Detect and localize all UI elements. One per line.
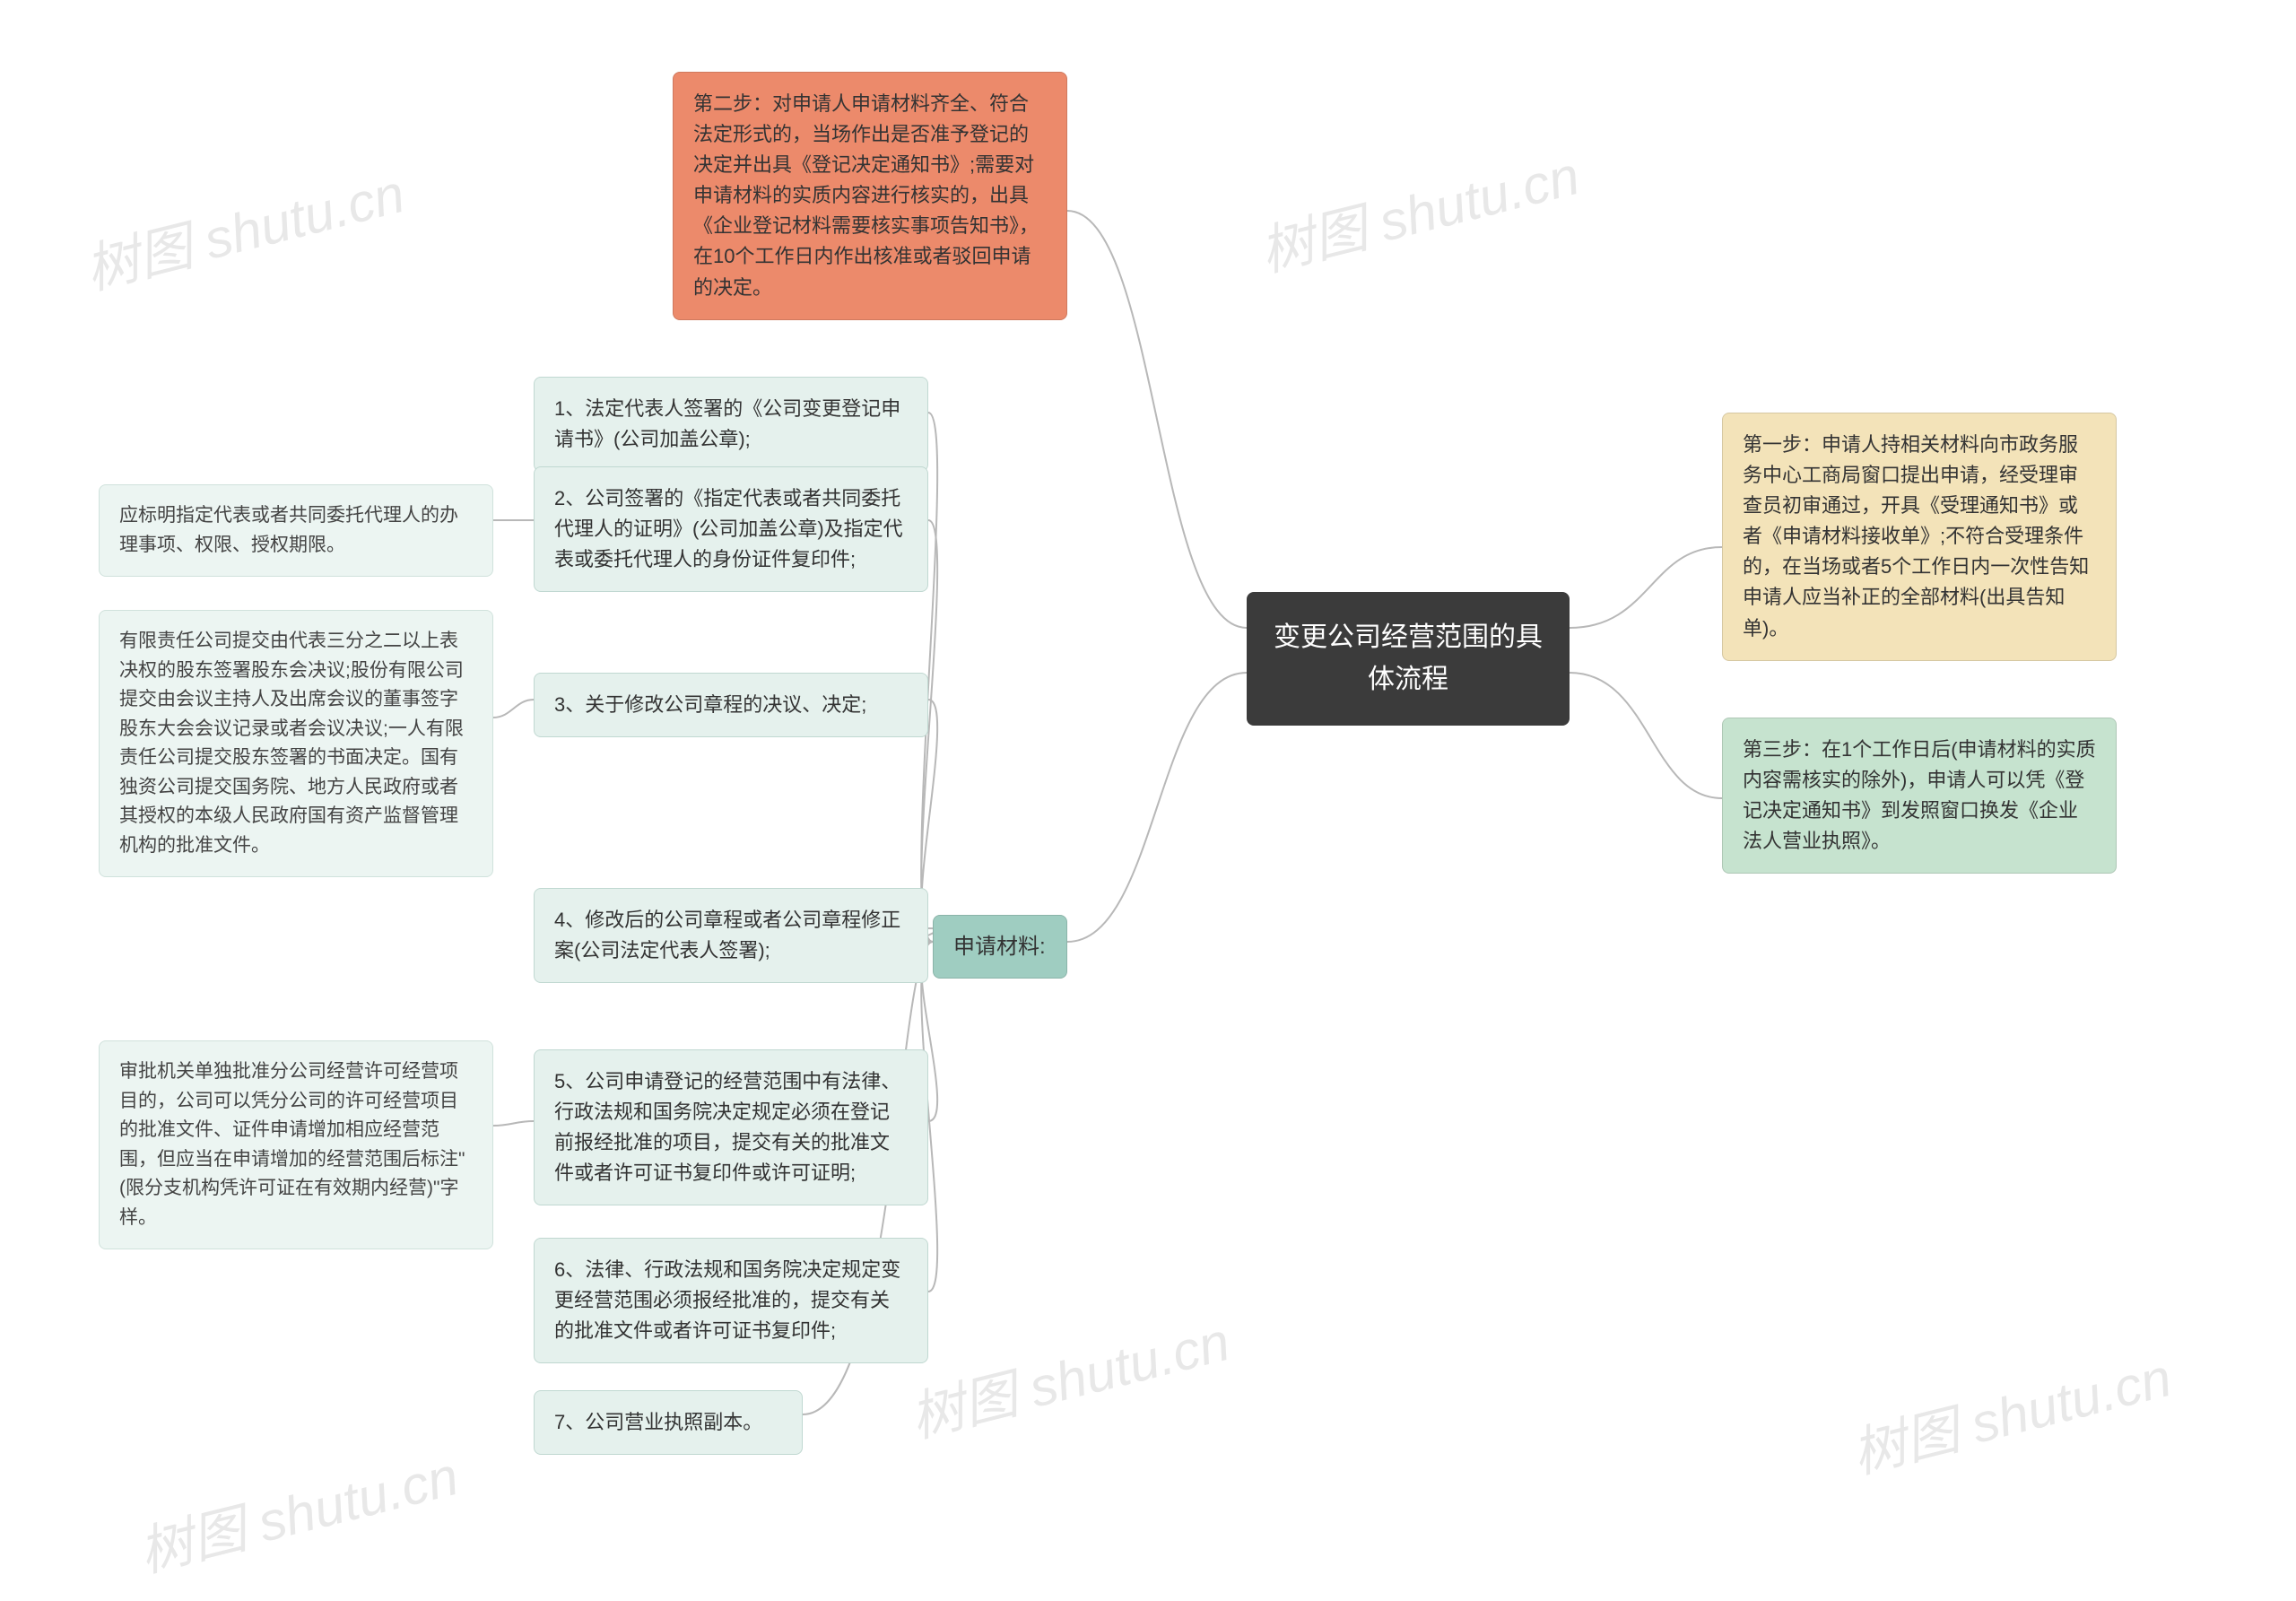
material-label: 6、法律、行政法规和国务院决定规定变更经营范围必须报经批准的，提交有关的批准文件… xyxy=(554,1258,900,1342)
root-node: 变更公司经营范围的具体流程 xyxy=(1247,592,1570,726)
material-label: 2、公司签署的《指定代表或者共同委托代理人的证明》(公司加盖公章)及指定代表或委… xyxy=(554,487,903,570)
material-item-1: 1、法定代表人签署的《公司变更登记申请书》(公司加盖公章); xyxy=(534,377,928,472)
step3-label: 第三步：在1个工作日后(申请材料的实质内容需核实的除外)，申请人可以凭《登记决定… xyxy=(1743,738,2096,852)
detail-node-3: 审批机关单独批准分公司经营许可经营项目的，公司可以凭分公司的许可经营项目的批准文… xyxy=(99,1040,493,1249)
material-item-5: 5、公司申请登记的经营范围中有法律、行政法规和国务院决定规定必须在登记前报经批准… xyxy=(534,1049,928,1205)
detail-label: 有限责任公司提交由代表三分之二以上表决权的股东签署股东会决议;股份有限公司提交由… xyxy=(119,631,464,856)
detail-node-2: 有限责任公司提交由代表三分之二以上表决权的股东签署股东会决议;股份有限公司提交由… xyxy=(99,610,493,877)
watermark: 树图 shutu.cn xyxy=(1843,1334,2179,1488)
watermark: 树图 shutu.cn xyxy=(130,1432,465,1587)
material-item-4: 4、修改后的公司章程或者公司章程修正案(公司法定代表人签署); xyxy=(534,888,928,983)
materials-hub-label: 申请材料: xyxy=(953,935,1046,959)
material-item-3: 3、关于修改公司章程的决议、决定; xyxy=(534,673,928,737)
material-label: 5、公司申请登记的经营范围中有法律、行政法规和国务院决定规定必须在登记前报经批准… xyxy=(554,1070,900,1184)
step1-label: 第一步：申请人持相关材料向市政务服务中心工商局窗口提出申请，经受理审查员初审通过… xyxy=(1743,433,2089,640)
watermark: 树图 shutu.cn xyxy=(1251,132,1587,286)
step2-node: 第二步：对申请人申请材料齐全、符合法定形式的，当场作出是否准予登记的决定并出具《… xyxy=(673,72,1067,320)
material-item-2: 2、公司签署的《指定代表或者共同委托代理人的证明》(公司加盖公章)及指定代表或委… xyxy=(534,466,928,592)
material-item-6: 6、法律、行政法规和国务院决定规定变更经营范围必须报经批准的，提交有关的批准文件… xyxy=(534,1238,928,1363)
detail-node-1: 应标明指定代表或者共同委托代理人的办理事项、权限、授权期限。 xyxy=(99,484,493,577)
detail-label: 审批机关单独批准分公司经营许可经营项目的，公司可以凭分公司的许可经营项目的批准文… xyxy=(119,1061,465,1228)
material-label: 7、公司营业执照副本。 xyxy=(554,1411,762,1433)
material-label: 1、法定代表人签署的《公司变更登记申请书》(公司加盖公章); xyxy=(554,397,900,450)
material-item-7: 7、公司营业执照副本。 xyxy=(534,1390,803,1455)
materials-hub: 申请材料: xyxy=(933,915,1067,979)
material-label: 4、修改后的公司章程或者公司章程修正案(公司法定代表人签署); xyxy=(554,909,900,961)
watermark: 树图 shutu.cn xyxy=(901,1298,1237,1452)
root-label: 变更公司经营范围的具体流程 xyxy=(1274,622,1543,694)
step1-node: 第一步：申请人持相关材料向市政务服务中心工商局窗口提出申请，经受理审查员初审通过… xyxy=(1722,413,2117,661)
watermark: 树图 shutu.cn xyxy=(76,150,412,304)
material-label: 3、关于修改公司章程的决议、决定; xyxy=(554,693,866,716)
detail-label: 应标明指定代表或者共同委托代理人的办理事项、权限、授权期限。 xyxy=(119,505,458,555)
step2-label: 第二步：对申请人申请材料齐全、符合法定形式的，当场作出是否准予登记的决定并出具《… xyxy=(693,92,1039,299)
step3-node: 第三步：在1个工作日后(申请材料的实质内容需核实的除外)，申请人可以凭《登记决定… xyxy=(1722,718,2117,874)
